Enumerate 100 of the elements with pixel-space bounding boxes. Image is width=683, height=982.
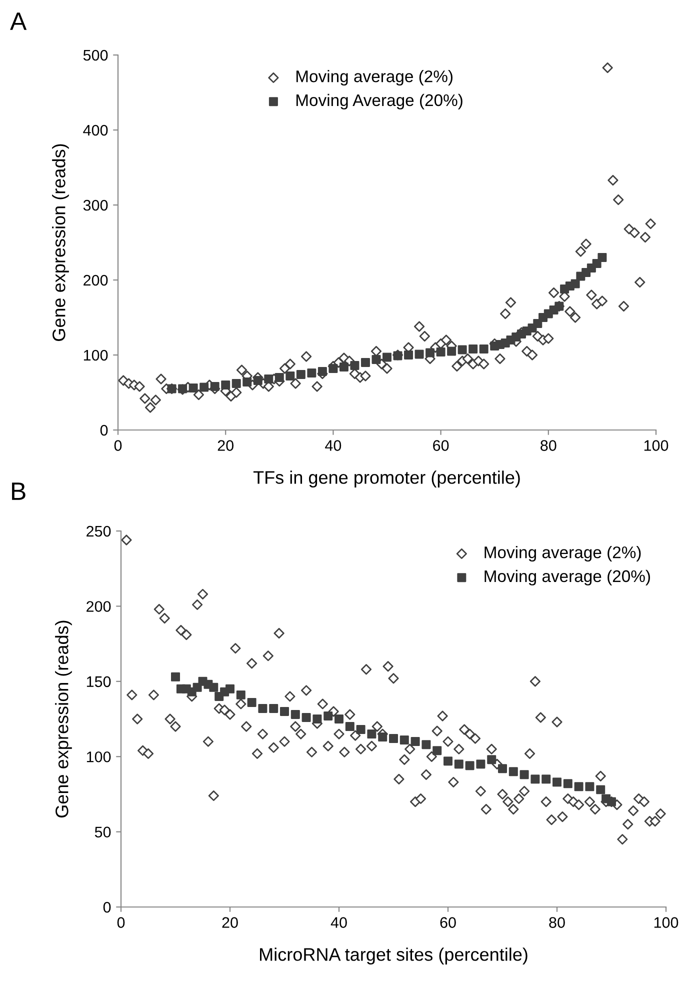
point	[339, 362, 348, 372]
y-tick-label: 150	[86, 676, 111, 688]
y-axis-title: Gene expression (reads)	[55, 620, 72, 818]
x-tick-label: 20	[222, 917, 238, 928]
point	[498, 764, 507, 774]
x-tick-label: 80	[540, 440, 556, 451]
x-tick-label: 0	[114, 440, 122, 451]
point	[253, 376, 262, 385]
point	[318, 367, 327, 376]
point	[221, 380, 230, 390]
point	[280, 706, 289, 716]
legend-label: Moving average (20%)	[484, 570, 650, 586]
x-axis-title: TFs in gene promoter (percentile)	[253, 470, 520, 488]
point	[436, 348, 446, 356]
point	[552, 778, 562, 787]
point	[236, 690, 246, 700]
point	[465, 761, 474, 770]
point	[345, 722, 354, 732]
point	[468, 344, 478, 354]
x-tick-label: 40	[325, 440, 342, 451]
point	[487, 755, 496, 764]
point	[324, 711, 333, 720]
point	[574, 782, 584, 792]
point	[479, 344, 488, 354]
point	[296, 370, 306, 379]
point	[454, 760, 464, 769]
point	[209, 682, 218, 692]
point	[520, 770, 529, 780]
point	[563, 779, 572, 788]
point	[404, 350, 414, 360]
point	[476, 760, 486, 769]
point	[356, 725, 366, 734]
legend-label: Moving average (2%)	[484, 546, 641, 562]
y-tick-label: 400	[83, 124, 108, 136]
point	[307, 368, 316, 378]
point	[360, 358, 370, 367]
point	[269, 704, 278, 713]
y-axis-title: Gene expression (reads)	[52, 144, 69, 341]
point	[312, 714, 322, 724]
point	[458, 345, 467, 354]
point	[382, 352, 392, 362]
x-tick-label: 80	[549, 917, 565, 928]
point	[378, 732, 388, 742]
y-tick-label: 300	[83, 200, 108, 211]
point	[258, 704, 268, 713]
point	[444, 756, 452, 766]
point	[328, 364, 338, 373]
point	[188, 384, 198, 392]
point	[542, 774, 551, 784]
point	[596, 785, 606, 794]
point	[302, 712, 311, 722]
text: B	[12, 482, 26, 500]
point	[530, 774, 540, 784]
point	[570, 279, 580, 288]
y-tick-label: 200	[86, 601, 111, 612]
point	[410, 737, 420, 746]
text: A	[10, 12, 27, 30]
point	[290, 710, 300, 719]
point	[274, 373, 284, 382]
point	[242, 378, 252, 386]
point	[226, 684, 234, 694]
point	[400, 736, 409, 745]
y-tick-label: 500	[83, 50, 108, 61]
x-tick-label: 60	[433, 440, 449, 451]
point	[422, 740, 431, 750]
point	[210, 382, 220, 391]
point	[200, 382, 209, 392]
point	[367, 730, 376, 739]
point	[232, 379, 241, 388]
point	[264, 374, 274, 384]
x-tick-label: 100	[644, 440, 668, 451]
y-tick-label: 100	[84, 350, 108, 361]
point	[432, 746, 442, 756]
point	[372, 355, 381, 364]
y-tick-label: 200	[84, 274, 108, 286]
x-tick-label: 40	[330, 917, 347, 928]
y-tick-label: 250	[86, 526, 111, 537]
legend-label: Moving Average (20%)	[296, 94, 462, 110]
point	[286, 372, 295, 380]
point	[334, 714, 344, 724]
point	[247, 698, 256, 707]
point	[508, 767, 518, 776]
y-tick-label: 50	[94, 826, 111, 838]
x-axis-title: MicroRNA target sites (percentile)	[260, 948, 528, 964]
point	[447, 346, 456, 356]
point	[598, 253, 607, 262]
point	[389, 734, 398, 744]
point	[350, 361, 360, 370]
x-tick-label: 100	[654, 917, 678, 928]
x-tick-label: 0	[117, 917, 125, 928]
x-tick-label: 60	[440, 917, 456, 928]
point	[171, 672, 180, 682]
y-tick-label: 100	[86, 751, 111, 762]
point	[414, 350, 424, 359]
y-tick-label: 0	[103, 902, 111, 913]
x-tick-label: 20	[218, 440, 234, 451]
point	[585, 782, 594, 792]
legend-label: Moving average (2%)	[296, 70, 452, 86]
point	[426, 348, 435, 358]
y-tick-label: 0	[100, 424, 108, 436]
